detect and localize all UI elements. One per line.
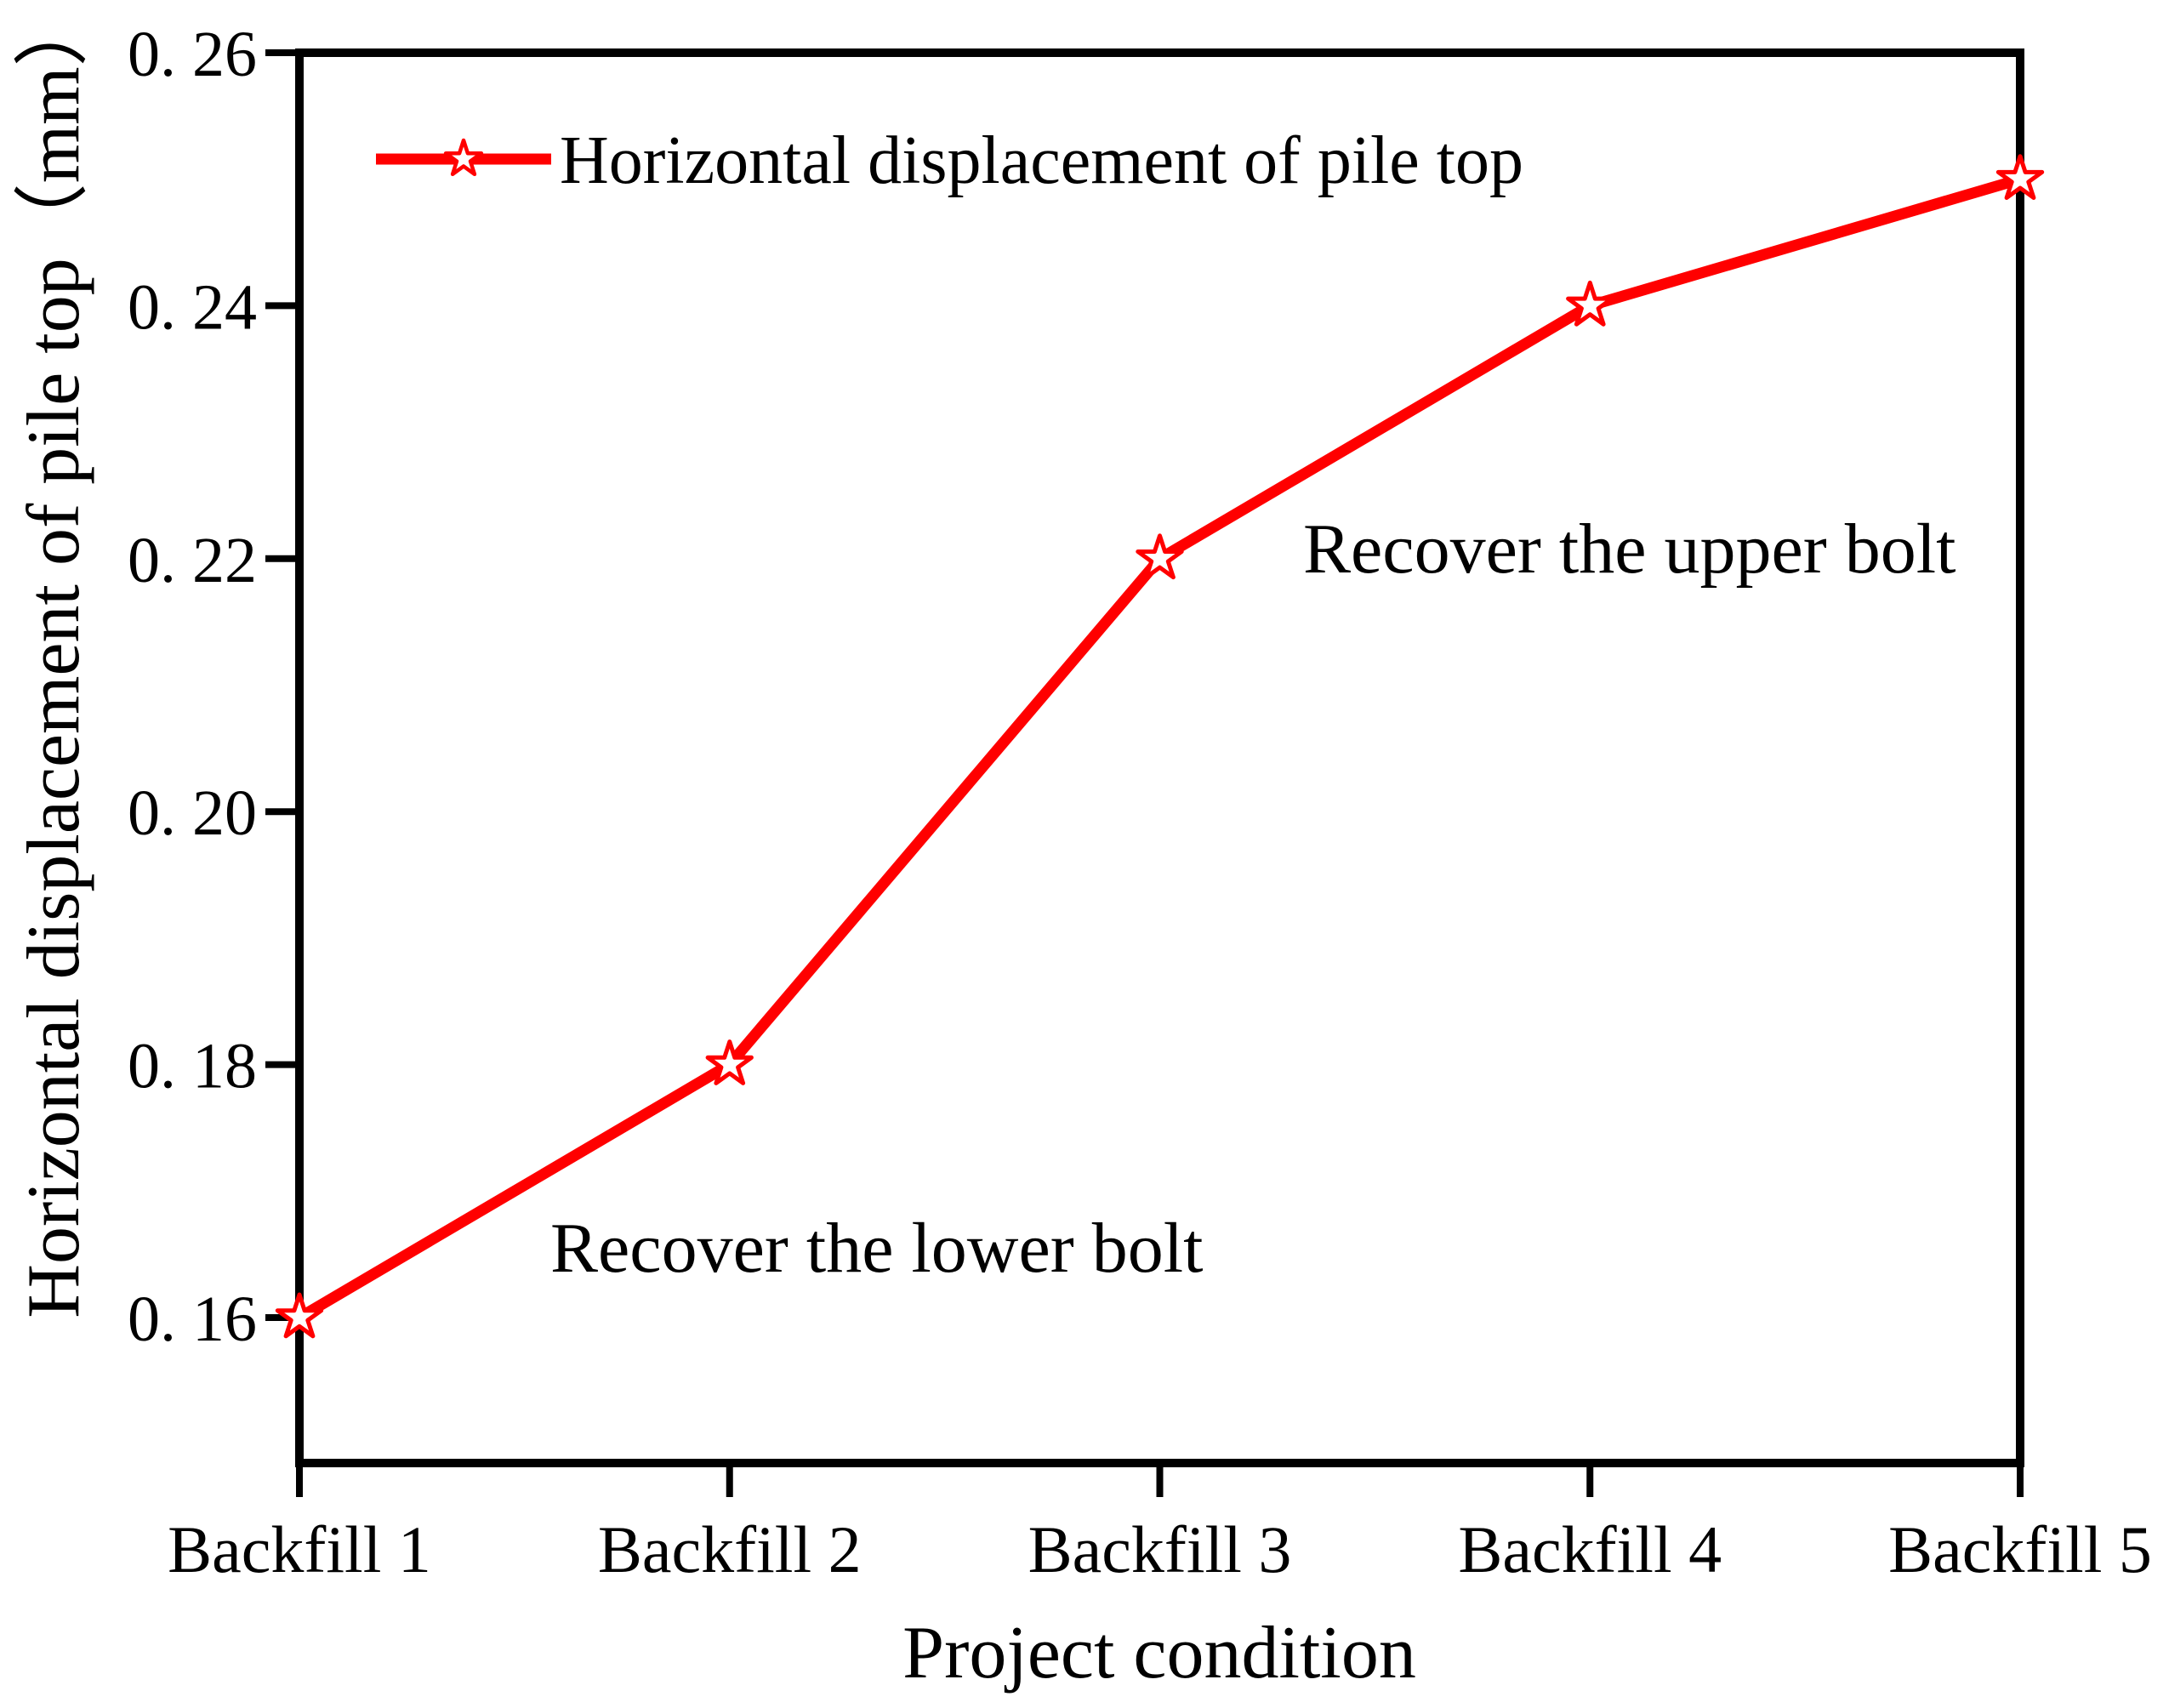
x-tick-label: Backfill 3 bbox=[1028, 1512, 1292, 1586]
data-point-star bbox=[1566, 280, 1614, 327]
annotation-lower-bolt: Recover the lower bolt bbox=[550, 1209, 1203, 1288]
x-axis-title: Project condition bbox=[902, 1612, 1416, 1694]
x-tick-label: Backfill 1 bbox=[168, 1512, 431, 1586]
x-tick-label: Backfill 5 bbox=[1888, 1512, 2152, 1586]
x-tick-label: Backfill 4 bbox=[1458, 1512, 1722, 1586]
x-tick-label: Backfill 2 bbox=[598, 1512, 862, 1586]
data-point-star bbox=[1995, 154, 2045, 200]
y-tick-label: 0. 24 bbox=[128, 271, 257, 343]
data-line bbox=[296, 174, 2022, 1323]
y-tick-label: 0. 20 bbox=[128, 777, 257, 849]
legend-star-icon bbox=[443, 138, 484, 177]
data-point-star bbox=[1136, 533, 1184, 580]
y-tick-label: 0. 22 bbox=[128, 525, 257, 596]
annotation-upper-bolt: Recover the upper bolt bbox=[1303, 510, 1956, 589]
data-point-star bbox=[705, 1039, 754, 1085]
y-tick-label: 0. 26 bbox=[128, 19, 257, 90]
y-tick-label: 0. 16 bbox=[128, 1284, 257, 1355]
y-tick-label: 0. 18 bbox=[128, 1031, 257, 1102]
data-point-star bbox=[275, 1292, 324, 1339]
y-axis-title: Horizontal displacement of pile top（mm） bbox=[13, 0, 95, 1318]
legend-label: Horizontal displacement of pile top bbox=[560, 123, 1523, 198]
